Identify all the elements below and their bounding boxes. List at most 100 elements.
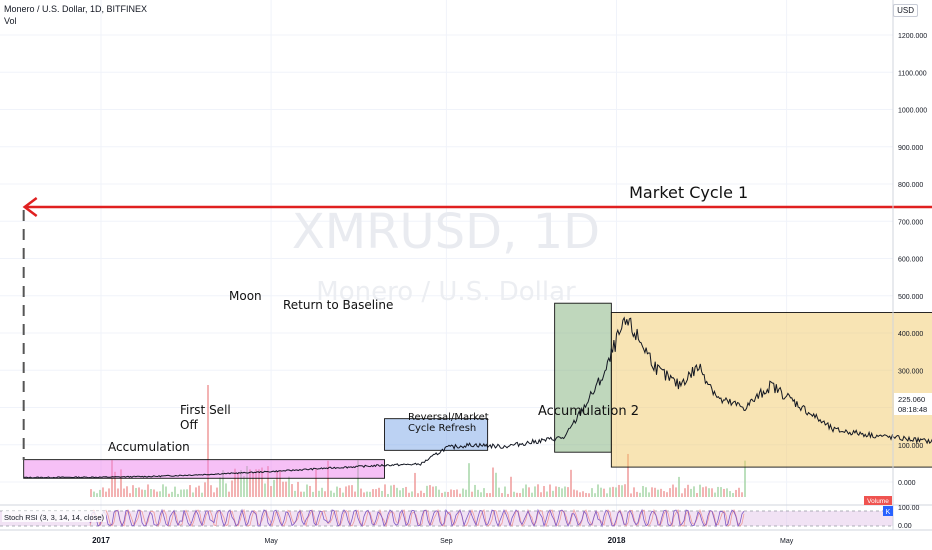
volume-bar xyxy=(627,453,629,497)
price-tick-label: 800.000 xyxy=(898,182,923,189)
volume-bar xyxy=(345,486,347,497)
volume-bar xyxy=(210,485,212,497)
zone-box-0 xyxy=(23,459,385,479)
rsi-band xyxy=(0,511,893,526)
volume-bar xyxy=(693,486,695,497)
label-first-sell-line2: Off xyxy=(180,418,198,432)
volume-bar xyxy=(195,487,197,497)
volume-bar xyxy=(489,493,491,497)
volume-bar xyxy=(258,469,260,497)
volume-bar xyxy=(402,488,404,497)
volume-bar xyxy=(138,487,140,497)
volume-bar xyxy=(144,489,146,497)
volume-bar xyxy=(456,489,458,497)
volume-bar xyxy=(705,486,707,497)
volume-bar xyxy=(126,486,128,497)
volume-bar xyxy=(330,490,332,497)
volume-bar xyxy=(525,484,527,497)
label-accumulation: Accumulation xyxy=(108,440,190,454)
volume-bar xyxy=(99,489,101,497)
volume-bar xyxy=(285,481,287,497)
volume-bar xyxy=(492,467,494,497)
volume-bar xyxy=(516,492,518,497)
watermark-symbol: XMRUSD, 1D xyxy=(292,204,600,260)
volume-bar xyxy=(441,492,443,497)
watermark-name: Monero / U.S. Dollar xyxy=(316,277,576,307)
volume-bar xyxy=(570,469,572,497)
currency-badge[interactable]: USD xyxy=(893,4,918,17)
time-tick-label: Sep xyxy=(440,538,453,545)
volume-bar xyxy=(309,485,311,497)
volume-bar xyxy=(276,471,278,497)
volume-bar xyxy=(579,492,581,497)
volume-bar xyxy=(147,484,149,497)
volume-bar xyxy=(561,488,563,497)
volume-bar xyxy=(507,493,509,497)
volume-bar xyxy=(90,489,92,497)
volume-bar xyxy=(321,487,323,497)
volume-bar xyxy=(267,466,269,497)
volume-bar xyxy=(531,492,533,497)
volume-bar xyxy=(168,493,170,497)
market-cycle-annotation: Market Cycle 1 xyxy=(22,183,932,460)
volume-bar xyxy=(744,460,746,497)
volume-bar xyxy=(588,493,590,497)
volume-bar xyxy=(501,493,503,497)
volume-bar xyxy=(651,487,653,497)
volume-bar xyxy=(387,493,389,497)
volume-bar xyxy=(405,486,407,497)
volume-bar xyxy=(726,488,728,497)
volume-bar xyxy=(174,486,176,497)
volume-bar xyxy=(552,490,554,497)
volume-bar xyxy=(264,483,266,497)
volume-bar xyxy=(732,493,734,497)
volume-bar xyxy=(600,487,602,497)
volume-bar xyxy=(636,491,638,497)
volume-bar xyxy=(639,492,641,497)
volume-bar xyxy=(450,489,452,497)
volume-bar xyxy=(369,491,371,497)
volume-bar xyxy=(471,491,473,497)
volume-bar xyxy=(522,488,524,497)
volume-bar xyxy=(720,487,722,497)
volume-bar xyxy=(486,493,488,497)
volume-bar xyxy=(408,492,410,497)
volume-bar xyxy=(465,489,467,497)
volume-bar xyxy=(177,493,179,497)
volume-bar xyxy=(543,486,545,497)
volume-bar xyxy=(591,488,593,497)
volume-bar xyxy=(246,466,248,497)
volume-bar xyxy=(201,492,203,497)
volume-bar xyxy=(483,488,485,497)
price-tick-label: 100.000 xyxy=(898,443,923,450)
volume-bar xyxy=(558,486,560,497)
volume-bar xyxy=(702,487,704,497)
volume-bar xyxy=(549,484,551,497)
volume-bar xyxy=(324,491,326,497)
volume-bar xyxy=(336,486,338,497)
volume-bar xyxy=(474,484,476,497)
volume-bar xyxy=(354,491,356,497)
volume-bar xyxy=(621,485,623,497)
volume-bar xyxy=(303,491,305,497)
volume-bar xyxy=(375,489,377,497)
volume-bar xyxy=(300,491,302,497)
price-series-line xyxy=(23,316,932,479)
volume-bar xyxy=(102,487,104,497)
zone-box-2 xyxy=(554,302,612,453)
volume-bar xyxy=(618,484,620,497)
volume-bar xyxy=(282,481,284,497)
volume-bar xyxy=(132,485,134,497)
volume-bar xyxy=(555,486,557,497)
volume-bar xyxy=(225,483,227,497)
volume-bar xyxy=(645,487,647,497)
label-return-to-baseline: Return to Baseline xyxy=(283,298,393,312)
volume-bar xyxy=(420,490,422,497)
volume-bar xyxy=(690,488,692,497)
price-tick-label: 700.000 xyxy=(898,219,923,226)
volume-bar xyxy=(318,490,320,497)
volume-bar xyxy=(582,491,584,497)
volume-indicator-label: Vol xyxy=(4,16,17,26)
volume-bars xyxy=(90,385,746,497)
